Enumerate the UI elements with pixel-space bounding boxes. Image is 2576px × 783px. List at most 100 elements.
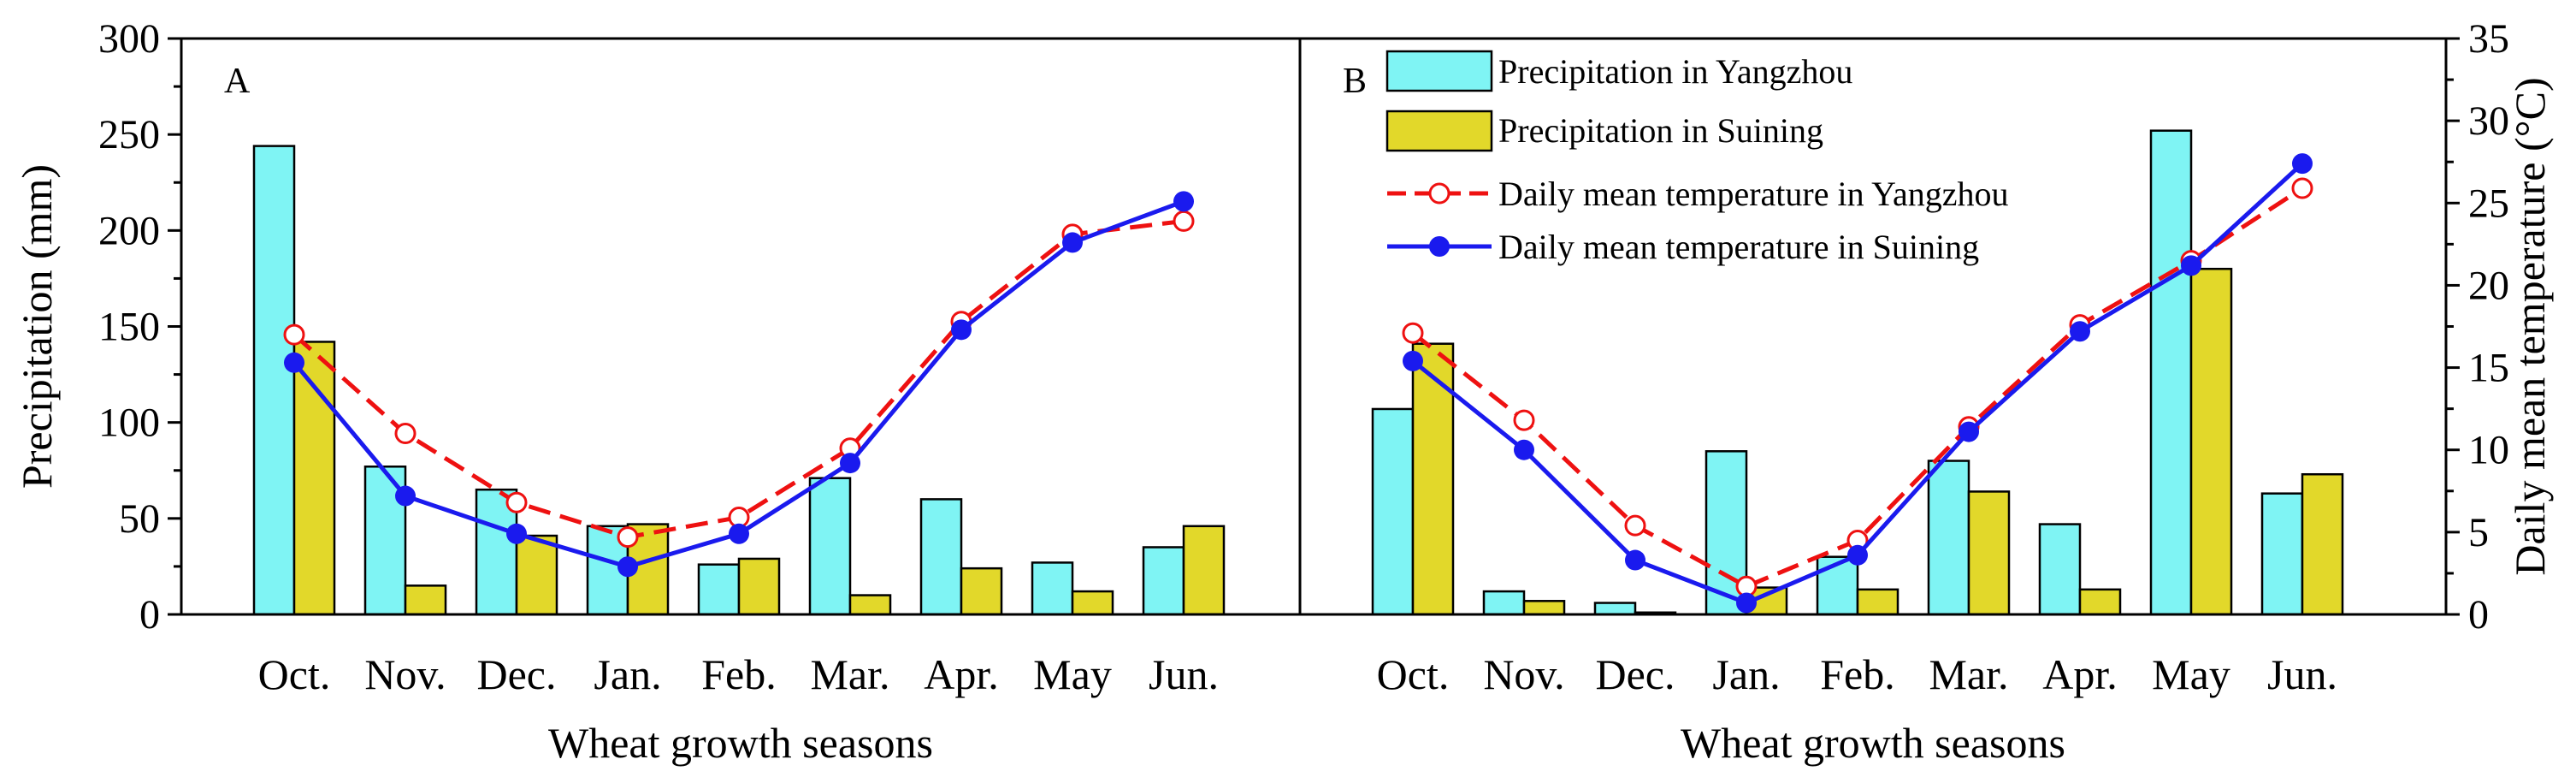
y-left-axis-title: Precipitation (mm): [13, 164, 61, 489]
x-tick-label: Jan.: [594, 650, 661, 698]
point-suining-temp: [1062, 232, 1083, 253]
legend-label: Precipitation in Suining: [1498, 111, 1823, 150]
point-yangzhou-temp: [394, 422, 417, 444]
x-tick-label: Jun.: [2267, 650, 2337, 698]
bar-yangzhou-precip: [2038, 523, 2082, 616]
point-suining-temp: [395, 485, 416, 507]
bar-suining-precip: [1411, 342, 1455, 616]
bar-yangzhou-precip: [1593, 602, 1637, 616]
panel-label: B: [1343, 62, 1367, 101]
bar-suining-precip: [737, 557, 781, 616]
point-suining-temp: [729, 523, 749, 544]
bar-yangzhou-precip: [808, 477, 852, 616]
y-right-tick-label: 35: [2468, 16, 2509, 62]
y-left-tick-label: 300: [98, 16, 160, 62]
y-left-tick-label: 150: [98, 305, 160, 350]
bar-yangzhou-precip: [1371, 407, 1415, 616]
point-yangzhou-temp: [1513, 409, 1535, 431]
bar-suining-precip: [960, 566, 1003, 616]
x-tick-label: Oct.: [1377, 650, 1450, 698]
point-yangzhou-temp: [505, 491, 528, 513]
y-right-tick-label: 20: [2468, 263, 2509, 308]
y-right-tick-label: 15: [2468, 346, 2509, 391]
line-yangzhou-temp: [292, 218, 1185, 540]
point-yangzhou-temp: [283, 323, 305, 346]
bar-suining-precip: [1182, 525, 1226, 616]
point-suining-temp: [284, 352, 304, 373]
point-yangzhou-temp: [617, 526, 639, 549]
point-yangzhou-temp: [2291, 177, 2313, 199]
point-suining-temp: [1847, 544, 1868, 566]
panel-label: A: [224, 62, 251, 101]
y-right-tick-label: 0: [2468, 592, 2489, 638]
bar-suining-precip: [2301, 472, 2344, 616]
point-suining-temp: [1173, 191, 1194, 212]
x-tick-label: Dec.: [477, 650, 557, 698]
bar-yangzhou-precip: [919, 498, 963, 616]
bar-suining-precip: [1522, 600, 1566, 616]
bar-yangzhou-precip: [1482, 590, 1526, 616]
bar-yangzhou-precip: [1142, 546, 1185, 616]
point-suining-temp: [2070, 321, 2090, 342]
bar-suining-precip: [1071, 590, 1114, 616]
x-tick-label: Apr.: [2042, 650, 2118, 698]
x-tick-label: Oct.: [258, 650, 331, 698]
legend-label: Daily mean temperature in Suining: [1498, 228, 1979, 266]
x-tick-label: Nov.: [364, 650, 446, 698]
x-tick-label: May: [1033, 650, 1112, 698]
legend-label: Precipitation in Yangzhou: [1498, 52, 1852, 91]
legend-marker-yangzhou-temp: [1428, 182, 1450, 205]
x-tick-label: Jun.: [1149, 650, 1219, 698]
point-suining-temp: [2292, 153, 2313, 175]
x-tick-label: May: [2152, 650, 2230, 698]
bar-suining-precip: [1856, 588, 1900, 616]
x-tick-label: Jan.: [1712, 650, 1780, 698]
y-left-tick-label: 200: [98, 208, 160, 253]
point-suining-temp: [2181, 255, 2201, 276]
legend-label: Daily mean temperature in Yangzhou: [1498, 175, 2009, 213]
y-right-tick-label: 30: [2468, 98, 2509, 144]
bar-suining-precip: [2078, 588, 2122, 616]
bar-suining-precip: [848, 594, 892, 616]
bar-yangzhou-precip: [1031, 561, 1074, 616]
x-tick-label: Mar.: [1929, 650, 2008, 698]
bar-suining-precip: [404, 584, 447, 616]
x-tick-label: Apr.: [924, 650, 999, 698]
bar-suining-precip: [515, 534, 558, 616]
x-axis-title: Wheat growth seasons: [548, 719, 933, 767]
point-suining-temp: [1514, 439, 1534, 460]
bar-suining-precip: [2189, 267, 2233, 616]
legend-marker-suining-temp: [1429, 236, 1450, 257]
bar-suining-precip: [1967, 490, 2011, 616]
point-suining-temp: [1625, 549, 1645, 571]
point-yangzhou-temp: [1173, 210, 1195, 232]
point-yangzhou-temp: [1402, 322, 1424, 344]
bar-yangzhou-precip: [2149, 129, 2193, 616]
point-suining-temp: [951, 319, 972, 341]
bar-yangzhou-precip: [2260, 492, 2304, 616]
y-left-tick-label: 250: [98, 112, 160, 157]
x-tick-label: Dec.: [1596, 650, 1675, 698]
x-tick-label: Feb.: [701, 650, 777, 698]
x-tick-label: Feb.: [1820, 650, 1895, 698]
point-suining-temp: [840, 453, 860, 474]
y-right-tick-label: 25: [2468, 181, 2509, 226]
bar-yangzhou-precip: [1927, 460, 1970, 616]
y-left-tick-label: 0: [139, 592, 160, 638]
y-left-tick-label: 50: [119, 496, 160, 542]
point-suining-temp: [1403, 350, 1423, 371]
point-suining-temp: [617, 556, 638, 578]
point-suining-temp: [506, 523, 527, 544]
y-left-tick-label: 100: [98, 400, 160, 446]
y-right-tick-label: 10: [2468, 428, 2509, 473]
point-suining-temp: [1736, 592, 1757, 614]
y-right-tick-label: 5: [2468, 510, 2489, 555]
x-tick-label: Mar.: [810, 650, 889, 698]
bar-yangzhou-precip: [697, 563, 741, 616]
point-suining-temp: [1959, 421, 1979, 442]
bar-yangzhou-precip: [252, 145, 296, 616]
x-tick-label: Nov.: [1483, 650, 1564, 698]
point-yangzhou-temp: [1624, 514, 1646, 537]
legend-swatch-yangzhou-precip: [1385, 50, 1493, 92]
y-right-axis-title: Daily mean temperature (°C): [2506, 77, 2554, 575]
